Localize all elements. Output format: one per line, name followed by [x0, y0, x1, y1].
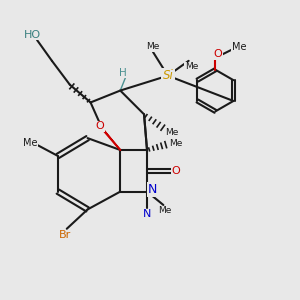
Text: HO: HO [24, 30, 41, 40]
Text: Br: Br [59, 230, 71, 240]
Text: Me: Me [23, 138, 38, 148]
Text: Si: Si [163, 69, 173, 82]
Text: O: O [213, 49, 222, 59]
Polygon shape [100, 126, 120, 150]
Text: O: O [96, 121, 104, 131]
Text: Me: Me [232, 43, 246, 52]
Text: Me: Me [146, 42, 160, 51]
Text: O: O [172, 166, 181, 176]
Text: N: N [148, 187, 157, 196]
Text: H: H [119, 68, 127, 78]
Text: N: N [148, 183, 157, 196]
Text: N: N [143, 209, 151, 220]
Text: Me: Me [158, 206, 172, 215]
Text: Me: Me [169, 139, 183, 148]
Text: Me: Me [185, 62, 198, 71]
Text: Me: Me [166, 128, 179, 137]
